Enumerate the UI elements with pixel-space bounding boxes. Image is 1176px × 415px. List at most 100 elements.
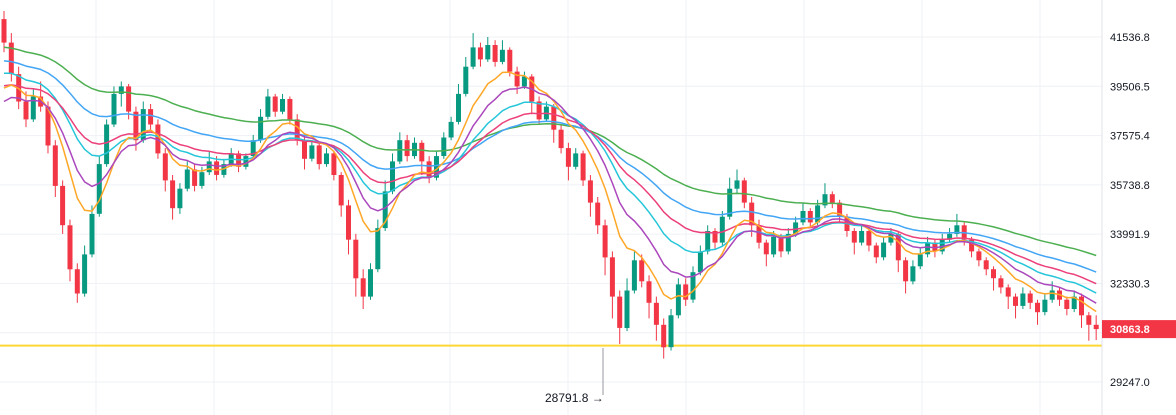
candle: [82, 245, 88, 297]
candle-body: [969, 239, 975, 252]
candle-body: [280, 99, 285, 112]
candle: [214, 156, 220, 181]
candle-body: [67, 225, 73, 270]
candle-body: [368, 269, 373, 297]
candle: [903, 257, 909, 294]
candle-body: [624, 290, 630, 328]
price-tick-label: 32330.3: [1110, 278, 1150, 290]
candle: [565, 142, 571, 181]
candle-body: [140, 109, 146, 141]
candle-body: [382, 191, 388, 229]
candle-body: [324, 153, 329, 165]
candle: [477, 42, 483, 67]
candle-body: [375, 228, 381, 270]
candle-body: [45, 106, 51, 146]
candle: [1093, 315, 1099, 341]
candle-body: [903, 260, 909, 282]
candle: [1071, 290, 1077, 313]
candle-body: [954, 225, 960, 234]
candle-body: [602, 225, 608, 258]
candle-body: [390, 161, 395, 192]
candle-body: [888, 233, 894, 243]
price-axis[interactable]: [1102, 0, 1176, 415]
horizontal-gridlines: [0, 36, 1102, 383]
price-annotation[interactable]: 28791.8 →: [545, 391, 604, 405]
candle-body: [661, 324, 667, 348]
candle-body: [353, 239, 359, 279]
candle: [1086, 312, 1092, 341]
candle-body: [727, 188, 733, 217]
candle: [910, 260, 916, 285]
candle: [939, 233, 945, 255]
candle: [624, 278, 630, 332]
last-price-label-text: 30863.8: [1110, 324, 1150, 336]
candle-body: [23, 101, 29, 120]
candle-body: [521, 76, 527, 87]
candle-body: [485, 45, 491, 60]
candle-body: [1020, 293, 1026, 306]
candle-body: [1042, 299, 1048, 313]
candle: [192, 164, 198, 192]
candle: [441, 132, 447, 159]
candle: [991, 266, 996, 291]
candle-body: [434, 156, 439, 178]
last-price-label-bg: [1102, 320, 1176, 339]
candle-body: [52, 145, 58, 186]
candle: [331, 150, 337, 181]
candle-body: [287, 99, 293, 120]
candle-body: [1, 19, 7, 43]
price-tick-label: 33991.9: [1110, 229, 1150, 241]
candle: [89, 205, 95, 258]
candle-body: [104, 124, 110, 165]
candle-body: [507, 49, 513, 72]
candle: [609, 251, 615, 319]
candle: [499, 40, 505, 65]
candle-body: [925, 242, 931, 255]
candle: [881, 236, 887, 261]
candle: [346, 199, 351, 255]
candle-body: [492, 45, 498, 62]
ma-line-cyan: [4, 72, 1097, 294]
candle-body: [991, 269, 996, 279]
price-tick-label: 29247.0: [1110, 377, 1150, 389]
candle: [558, 124, 564, 154]
candle-body: [873, 245, 879, 258]
candle: [463, 57, 469, 97]
candle: [800, 202, 806, 226]
candle-body: [111, 93, 117, 125]
candle-body: [536, 101, 542, 120]
candle: [639, 254, 645, 288]
candle: [206, 150, 212, 175]
price-tick-label: 37575.4: [1110, 131, 1150, 143]
candle-body: [448, 121, 454, 138]
candle: [324, 148, 329, 167]
candle-body: [573, 153, 579, 167]
candle-body: [346, 205, 351, 240]
candle-body: [807, 211, 813, 223]
candle-body: [983, 260, 989, 270]
candle-body: [199, 172, 205, 186]
candle-body: [74, 269, 80, 294]
candle: [683, 278, 689, 306]
candle: [873, 242, 879, 264]
candle-body: [631, 260, 637, 291]
candle: [1042, 293, 1048, 316]
candle: [646, 275, 652, 319]
candle-body: [1064, 299, 1070, 309]
candle: [653, 296, 659, 341]
candle-body: [155, 124, 161, 154]
candle-body: [272, 96, 278, 112]
candle-body: [815, 205, 821, 223]
candle-body: [998, 278, 1004, 288]
candle: [360, 269, 366, 309]
price-tick-label: 35738.8: [1110, 180, 1150, 192]
candles: [1, 11, 1099, 359]
candle: [859, 225, 865, 246]
candle-body: [89, 213, 95, 255]
candle-body: [470, 47, 476, 67]
candle-body: [917, 254, 923, 267]
candle-body: [1086, 315, 1092, 325]
candle-body: [419, 142, 425, 162]
